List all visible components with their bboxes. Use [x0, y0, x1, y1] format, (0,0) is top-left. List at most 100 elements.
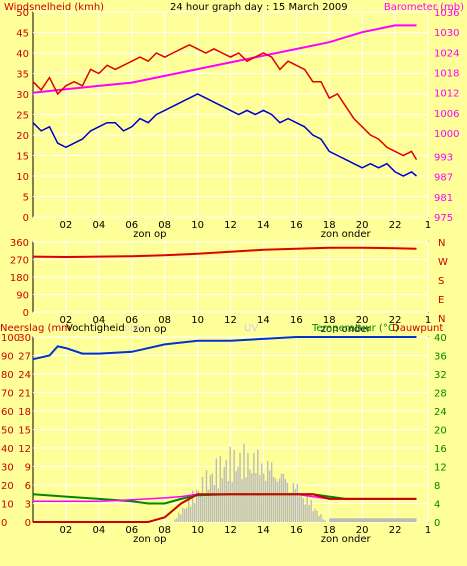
x-tick-label: 04 — [92, 315, 105, 326]
y-tick-rain: 9 — [25, 463, 31, 474]
y-tick-barometer: 1036 — [434, 8, 459, 19]
x-tick-label: 1 — [425, 315, 431, 326]
y-tick-rain: 15 — [18, 426, 31, 437]
y-tick-wind: 0 — [23, 213, 29, 224]
x-tick-label: 06 — [125, 220, 138, 231]
chart-title: 24 hour graph day : 15 March 2009 — [170, 2, 348, 13]
y-tick-wind: 20 — [16, 131, 29, 142]
wind-direction-line — [32, 246, 417, 259]
x-tick-label: 16 — [290, 220, 303, 231]
wind-axis-label: Windsnelheid (kmh) — [4, 2, 104, 13]
y-tick-temperature: 4 — [434, 500, 440, 511]
x-tick-label: 18 — [323, 315, 336, 326]
x-tick-label: 14 — [257, 525, 270, 536]
x-tick-label: 06 — [125, 315, 138, 326]
y-tick-wind: 45 — [16, 29, 29, 40]
uv-axis-label: UV — [244, 323, 258, 334]
y-tick-humidity: 60 — [1, 407, 14, 418]
humidity-axis-label: Vochtigheid — [66, 323, 125, 334]
sunset-label: zon onder — [321, 229, 372, 240]
y-tick-wind: 5 — [23, 193, 29, 204]
y-tick-wind: 15 — [16, 152, 29, 163]
y-tick-rain: 0 — [25, 518, 31, 529]
y-tick-wind: 10 — [16, 172, 29, 183]
y-tick-rain: 30 — [18, 333, 31, 344]
y-tick-humidity: 50 — [1, 426, 14, 437]
solar-axis-label: olar — [124, 323, 144, 334]
rain-axis-label: Neerslag (mm — [0, 323, 71, 334]
x-tick-label: 08 — [158, 525, 171, 536]
x-tick-label: 04 — [92, 525, 105, 536]
y-tick-humidity: 100 — [1, 333, 20, 344]
y-tick-barometer: 981 — [434, 193, 453, 204]
x-tick-label: 12 — [224, 220, 237, 231]
x-tick-label: 08 — [158, 315, 171, 326]
wind-line — [32, 43, 418, 160]
y-tick-barometer: 1006 — [434, 109, 459, 120]
compass-letter: N — [438, 314, 445, 325]
y-tick-humidity: 70 — [1, 389, 14, 400]
y-tick-temperature: 36 — [434, 352, 447, 363]
sunset-label: zon onder — [321, 534, 372, 545]
x-tick-label: 1 — [425, 525, 431, 536]
y-tick-barometer: 1012 — [434, 89, 459, 100]
x-tick-label: 08 — [158, 220, 171, 231]
y-tick-temperature: 20 — [434, 426, 447, 437]
y-tick-wind: 35 — [16, 70, 29, 81]
temperature-axis-label: Temperatuur (°C) — [311, 323, 399, 334]
humidity-line — [32, 336, 417, 361]
y-tick-barometer: 1030 — [434, 28, 459, 39]
compass-letter: E — [438, 295, 444, 306]
x-tick-label: 12 — [224, 315, 237, 326]
y-tick-barometer: 975 — [434, 213, 453, 224]
x-tick-label: 18 — [323, 220, 336, 231]
y-tick-rain: 3 — [25, 500, 31, 511]
y-tick-barometer: 987 — [434, 173, 453, 184]
y-tick-direction: 270 — [10, 256, 29, 267]
x-tick-label: 10 — [191, 220, 204, 231]
x-tick-label: 20 — [356, 525, 369, 536]
sunrise-label: zon op — [133, 534, 166, 545]
y-tick-temperature: 24 — [434, 407, 447, 418]
y-tick-direction: 180 — [10, 273, 29, 284]
y-tick-temperature: 8 — [434, 481, 440, 492]
y-tick-temperature: 12 — [434, 463, 447, 474]
x-tick-label: 16 — [290, 315, 303, 326]
y-tick-temperature: 40 — [434, 333, 447, 344]
compass-letter: S — [438, 276, 444, 287]
x-tick-label: 20 — [356, 315, 369, 326]
x-tick-label: 06 — [125, 525, 138, 536]
x-tick-label: 1 — [425, 220, 431, 231]
y-tick-humidity: 90 — [1, 352, 14, 363]
y-tick-temperature: 32 — [434, 370, 447, 381]
y-tick-rain: 24 — [18, 370, 31, 381]
dewpoint-line — [33, 493, 417, 523]
y-tick-barometer: 1018 — [434, 68, 459, 79]
compass-letter: W — [438, 257, 448, 268]
x-tick-label: 16 — [290, 525, 303, 536]
sunset-label: zon onder — [321, 324, 372, 335]
y-tick-rain: 27 — [18, 352, 31, 363]
y-tick-rain: 12 — [18, 444, 31, 455]
y-tick-rain: 6 — [25, 481, 31, 492]
avg-wind-line — [32, 93, 417, 177]
y-tick-rain: 18 — [18, 407, 31, 418]
y-tick-temperature: 16 — [434, 444, 447, 455]
y-tick-direction: 90 — [16, 291, 29, 302]
y-tick-wind: 50 — [16, 8, 29, 19]
x-tick-label: 22 — [389, 220, 402, 231]
x-tick-label: 04 — [92, 220, 105, 231]
y-tick-rain: 21 — [18, 389, 31, 400]
y-tick-humidity: 10 — [1, 500, 14, 511]
y-tick-wind: 40 — [16, 49, 29, 60]
y-tick-humidity: 0 — [1, 518, 7, 529]
solar-bar — [329, 518, 417, 522]
y-tick-humidity: 30 — [1, 463, 14, 474]
compass-letter: N — [438, 238, 445, 249]
x-tick-label: 22 — [389, 315, 402, 326]
y-tick-temperature: 28 — [434, 389, 447, 400]
x-tick-label: 14 — [257, 315, 270, 326]
x-tick-label: 18 — [323, 525, 336, 536]
